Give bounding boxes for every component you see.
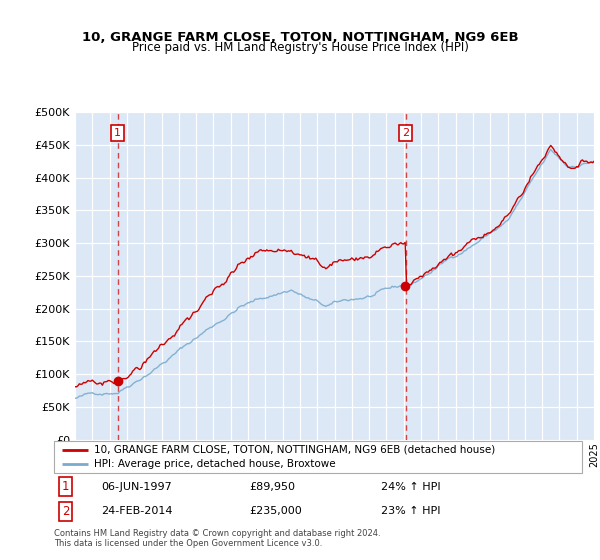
Text: HPI: Average price, detached house, Broxtowe: HPI: Average price, detached house, Brox… [94,459,335,469]
Text: Price paid vs. HM Land Registry's House Price Index (HPI): Price paid vs. HM Land Registry's House … [131,41,469,54]
Text: 06-JUN-1997: 06-JUN-1997 [101,482,172,492]
Text: 1: 1 [114,128,121,138]
Text: £89,950: £89,950 [250,482,295,492]
Text: 10, GRANGE FARM CLOSE, TOTON, NOTTINGHAM, NG9 6EB: 10, GRANGE FARM CLOSE, TOTON, NOTTINGHAM… [82,31,518,44]
Text: 10, GRANGE FARM CLOSE, TOTON, NOTTINGHAM, NG9 6EB (detached house): 10, GRANGE FARM CLOSE, TOTON, NOTTINGHAM… [94,445,495,455]
Text: £235,000: £235,000 [250,506,302,516]
Text: 1: 1 [62,480,70,493]
Text: 24-FEB-2014: 24-FEB-2014 [101,506,173,516]
Text: Contains HM Land Registry data © Crown copyright and database right 2024.
This d: Contains HM Land Registry data © Crown c… [54,529,380,548]
Text: 2: 2 [402,128,409,138]
Text: 2: 2 [62,505,70,518]
Text: 24% ↑ HPI: 24% ↑ HPI [382,482,441,492]
Text: 23% ↑ HPI: 23% ↑ HPI [382,506,441,516]
